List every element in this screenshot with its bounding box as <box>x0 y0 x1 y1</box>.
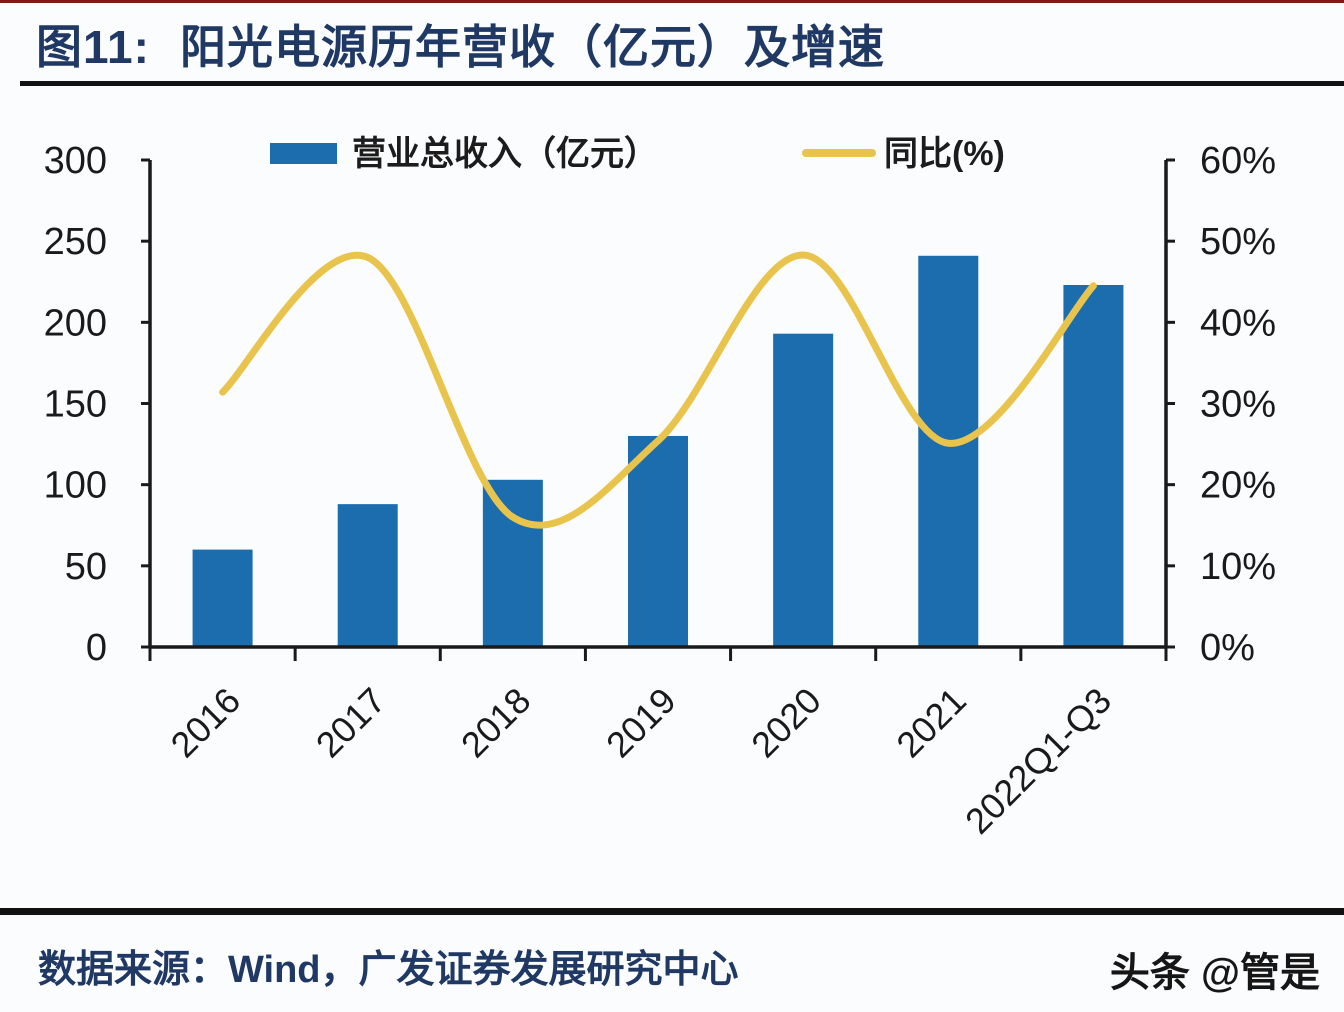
right-tick-label: 30% <box>1200 384 1276 426</box>
data-source: 数据来源：Wind，广发证券发展研究中心 <box>38 949 739 991</box>
left-tick-label: 150 <box>44 384 107 426</box>
x-axis-ticks <box>148 647 1168 661</box>
top-accent-line <box>0 0 1344 3</box>
left-tick-label: 250 <box>44 221 107 263</box>
x-label-2022Q1-Q3: 2022Q1-Q3 <box>957 680 1119 842</box>
legend-bar-swatch <box>270 143 337 164</box>
legend-bar-label: 营业总收入（亿元） <box>352 134 658 173</box>
left-tick-label: 100 <box>44 465 107 507</box>
left-tick-label: 300 <box>44 140 107 182</box>
bar-series <box>192 255 1124 647</box>
bar-2020 <box>773 333 834 647</box>
bar-2022Q1-Q3 <box>1063 284 1124 647</box>
figure-number: 图11: <box>36 21 150 73</box>
left-tick-label: 0 <box>86 627 107 669</box>
left-axis-ticks: 0 50 100 150 200 250 300 <box>44 140 150 669</box>
revenue-growth-chart: 营业总收入（亿元） 同比(%) 0 50 100 150 200 250 300 0% 10%… <box>44 134 1276 842</box>
growth-line-series <box>219 251 1097 529</box>
left-tick-label: 50 <box>65 546 107 588</box>
x-label-2020: 2020 <box>743 680 829 766</box>
right-tick-label: 60% <box>1200 140 1276 182</box>
right-axis-ticks: 0% 10% 20% 30% 40% 50% 60% <box>1166 140 1276 669</box>
bar-2018 <box>482 479 543 647</box>
x-label-2017: 2017 <box>308 680 394 766</box>
right-tick-label: 50% <box>1200 221 1276 263</box>
x-label-2018: 2018 <box>453 680 539 766</box>
bar-2016 <box>192 549 253 647</box>
legend-line-label: 同比(%) <box>884 135 1005 173</box>
right-tick-label: 10% <box>1200 546 1276 588</box>
right-tick-label: 20% <box>1200 465 1276 507</box>
right-tick-label: 40% <box>1200 302 1276 344</box>
right-tick-label: 0% <box>1200 627 1255 669</box>
left-tick-label: 200 <box>44 302 107 344</box>
bar-2019 <box>628 435 688 647</box>
bar-2017 <box>337 504 398 647</box>
header-divider <box>20 81 1344 86</box>
x-label-2016: 2016 <box>163 680 249 766</box>
footer-divider <box>0 908 1344 915</box>
watermark: 头条 @管是 <box>1109 951 1320 995</box>
legend: 营业总收入（亿元） 同比(%) <box>270 134 1005 173</box>
figure-title: 阳光电源历年营收（亿元）及增速 <box>179 21 885 73</box>
x-label-2021: 2021 <box>888 680 974 766</box>
x-label-2019: 2019 <box>598 680 684 766</box>
bar-2021 <box>918 255 979 647</box>
figure-header: 图11: 阳光电源历年营收（亿元）及增速 <box>36 8 885 80</box>
